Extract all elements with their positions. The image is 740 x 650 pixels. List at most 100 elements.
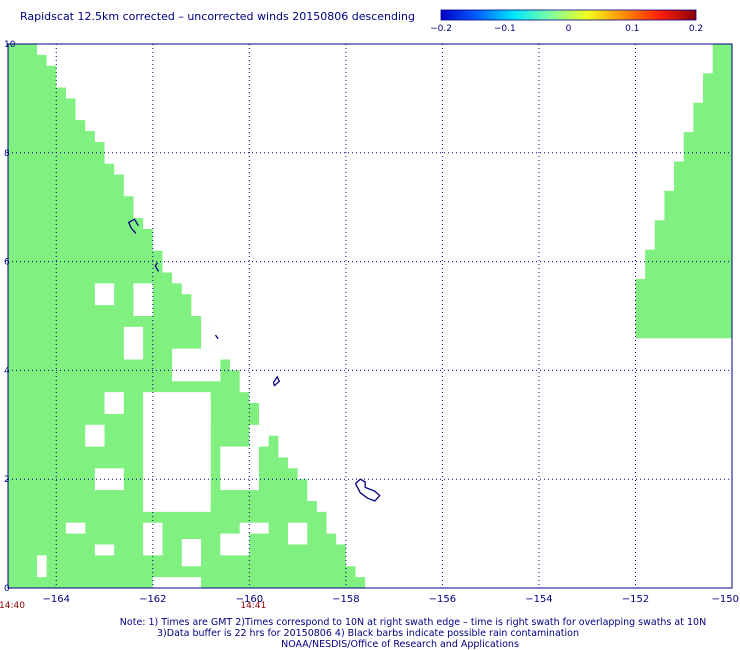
x-tick-label: −162 — [139, 594, 166, 605]
swath-west-row — [8, 533, 337, 545]
colorbar-tick-label: 0.2 — [689, 24, 703, 34]
swath-gap — [152, 435, 163, 458]
chart-title: Rapidscat 12.5km corrected – uncorrected… — [20, 10, 415, 23]
colorbar: −0.2 −0.1 0 0.1 0.2 — [430, 9, 703, 34]
y-axis-ticks: 0 2 4 6 8 10 — [4, 40, 16, 594]
swath-gap — [201, 326, 221, 349]
swath-west-row — [8, 316, 202, 328]
swath-west-row — [8, 87, 66, 99]
swath-west-row — [8, 109, 76, 121]
swath-west-row — [8, 218, 144, 230]
swath-west-row — [8, 413, 259, 426]
swath-gap — [133, 283, 153, 316]
x-tick-label: −158 — [332, 594, 359, 605]
swath-east-row — [683, 132, 732, 163]
swath-gap — [85, 424, 105, 447]
y-tick-label: 2 — [4, 475, 10, 485]
colorbar-gradient — [440, 9, 697, 21]
swath-west-row — [8, 555, 346, 567]
swath-west-row — [8, 65, 57, 78]
colorbar-tick-label: −0.2 — [430, 24, 452, 34]
x-tick-label: −154 — [525, 594, 552, 605]
swath-east-row — [712, 44, 732, 74]
swath-gap — [181, 539, 202, 567]
time-label: 14:40 — [0, 601, 25, 611]
swath-west-row — [8, 174, 124, 186]
coastline-layer — [127, 218, 381, 502]
swath-west-row — [8, 163, 115, 176]
swath-gap — [152, 577, 202, 588]
swath-gap — [191, 403, 211, 425]
swath-west-row — [8, 76, 57, 89]
swath-west-row — [8, 54, 47, 67]
swath-west-row — [8, 141, 105, 154]
x-tick-label: −160 — [236, 594, 263, 605]
y-tick-label: 6 — [4, 258, 10, 268]
swath-gap — [36, 555, 47, 578]
swath-west-row — [8, 185, 124, 197]
map-area — [7, 43, 733, 589]
swath-gap — [143, 522, 163, 556]
colorbar-tick-label: −0.1 — [494, 24, 516, 34]
swath-west-row — [8, 566, 356, 578]
swath-west-row — [8, 98, 76, 110]
swath-gap — [220, 533, 250, 556]
swath-west-row — [8, 152, 105, 165]
swath-east-row — [635, 279, 732, 309]
colorbar-tick-label: 0.1 — [625, 24, 639, 34]
footnote-line-2: 3)Data buffer is 22 hrs for 20150806 4) … — [157, 628, 579, 639]
x-tick-label: −150 — [712, 594, 739, 605]
swath-west-row — [8, 392, 250, 404]
swath-west-row — [8, 511, 327, 524]
swath-west-row — [8, 337, 211, 350]
swath-gap — [94, 468, 124, 491]
swath-west-row — [8, 326, 211, 339]
swath-gap — [65, 522, 86, 534]
swath-west-row — [8, 250, 163, 263]
swath-west-row — [8, 403, 259, 415]
swath-west-row — [8, 120, 86, 132]
swath-west-row — [8, 196, 134, 208]
swath-west-row — [8, 272, 173, 284]
swath-east-row — [693, 102, 732, 133]
swath-gap — [123, 326, 144, 360]
swath-west-row — [8, 305, 192, 317]
swath-gap — [220, 446, 259, 491]
y-tick-label: 8 — [4, 149, 10, 159]
swath-gap — [94, 283, 115, 306]
map-frame — [7, 43, 733, 589]
swath-data-layer — [8, 44, 732, 589]
swath-west-row — [8, 359, 231, 371]
swath-east-row — [635, 308, 732, 339]
island-coastline — [272, 375, 281, 387]
swath-gap — [172, 348, 221, 382]
swath-gap — [249, 424, 269, 447]
swath-west-row — [8, 131, 95, 143]
swath-west-row — [8, 544, 346, 556]
colorbar-tick-label: 0 — [566, 24, 572, 34]
footnote-line-3: NOAA/NESDIS/Office of Research and Appli… — [281, 639, 519, 650]
swath-gap-layer — [36, 283, 308, 588]
swath-gap — [287, 522, 308, 545]
swath-east-row — [654, 220, 732, 251]
footnote-line-1: Note: 1) Times are GMT 2)Times correspon… — [120, 617, 706, 628]
swath-east-row — [664, 190, 732, 221]
swath-west-row — [8, 370, 240, 382]
swath-west-row — [8, 522, 327, 535]
island-coastline — [354, 478, 381, 502]
time-label: 14:41 — [240, 601, 266, 611]
swath-west-row — [8, 424, 269, 437]
x-axis-ticks: −164 −162 −160 −158 −156 −154 −152 −150 — [43, 594, 739, 605]
swath-west-row — [8, 381, 240, 393]
grid-lines — [8, 44, 732, 588]
swath-west-row — [8, 44, 37, 56]
swath-west-row — [8, 348, 221, 361]
swath-gap — [104, 392, 124, 414]
y-tick-label: 0 — [4, 584, 10, 594]
x-tick-label: −156 — [429, 594, 456, 605]
swath-east-row — [703, 73, 732, 104]
swath-east-row — [645, 249, 732, 280]
swath-gap — [239, 522, 269, 534]
x-tick-label: −164 — [43, 594, 70, 605]
